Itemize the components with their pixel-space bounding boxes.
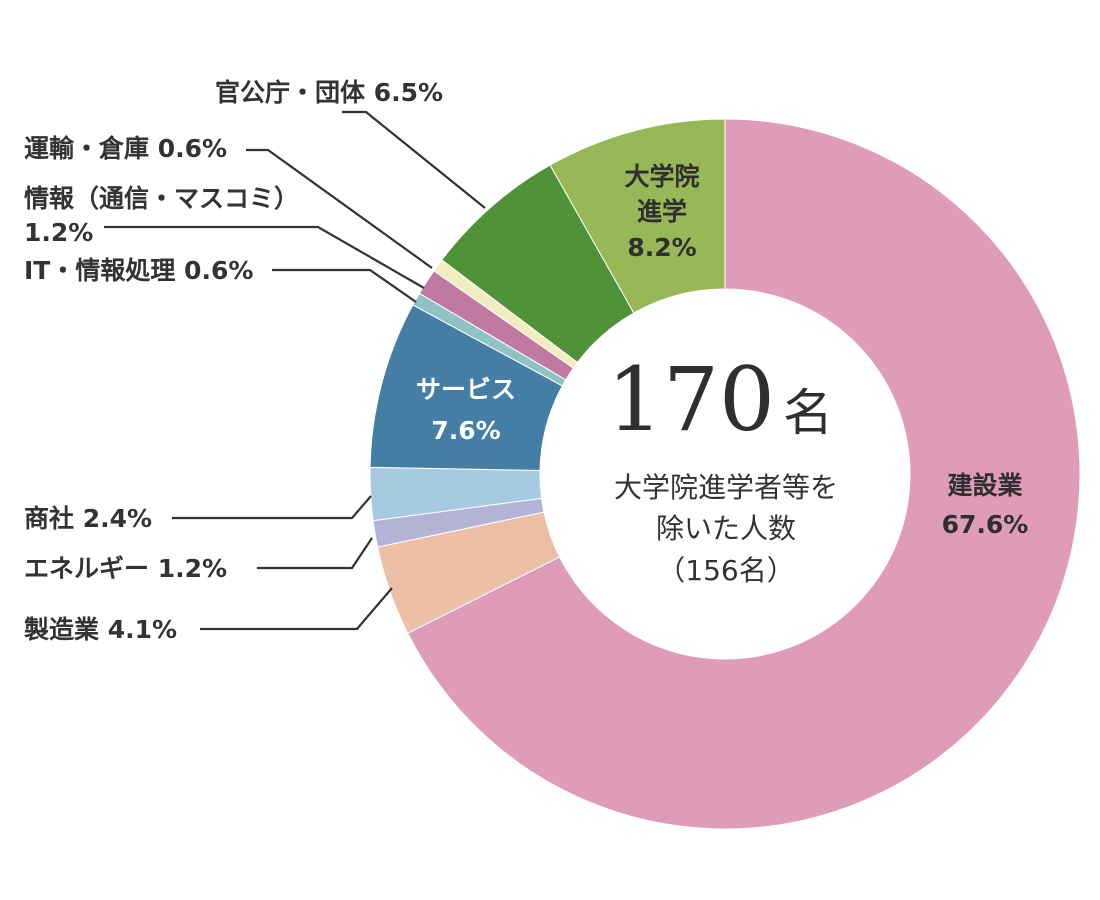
slice-label-energy: エネルギー 1.2%: [24, 554, 227, 583]
center-caption-line-3: （156名）: [657, 554, 794, 587]
donut-slice-0: [407, 118, 1081, 830]
leader-lines: [104, 110, 486, 631]
center-caption-line-1: 大学院進学者等を: [614, 471, 838, 504]
slice-label-daigakuin: 大学院: [624, 162, 699, 191]
slice-label-it: IT・情報処理 0.6%: [24, 256, 253, 285]
slice-label-seizo: 製造業 4.1%: [23, 615, 177, 644]
leader-line-shosha: [172, 495, 372, 520]
slice-label-service: サービス: [416, 375, 516, 404]
slice-label-kensetsu-pct: 67.6%: [942, 510, 1029, 539]
slice-label-daigakuin-2: 進学: [637, 197, 687, 226]
leader-line-joho: [104, 225, 425, 289]
leader-line-kankocho: [342, 110, 486, 209]
leader-line-energy: [257, 537, 373, 570]
slice-label-service-pct: 7.6%: [431, 416, 500, 445]
center-total: 170 名: [607, 348, 833, 451]
leader-line-seizo: [200, 587, 393, 631]
slice-label-kankocho: 官公庁・団体 6.5%: [215, 78, 443, 107]
slice-label-kensetsu: 建設業: [947, 471, 1022, 500]
center-total-number: 170: [607, 348, 775, 451]
donut-slices: [369, 118, 1081, 830]
center-caption-line-2: 除いた人数: [656, 512, 796, 545]
slice-label-joho: 情報（通信・マスコミ）: [24, 184, 299, 213]
slice-label-joho-pct: 1.2%: [24, 218, 93, 247]
center-total-unit: 名: [783, 384, 833, 442]
slice-label-daigakuin-pct: 8.2%: [627, 233, 696, 262]
slice-label-unyu: 運輸・倉庫 0.6%: [24, 134, 227, 163]
donut-slice-9: [549, 118, 726, 314]
leader-line-unyu: [246, 148, 433, 269]
slice-label-shosha: 商社 2.4%: [24, 504, 152, 533]
leader-line-it: [272, 268, 417, 303]
